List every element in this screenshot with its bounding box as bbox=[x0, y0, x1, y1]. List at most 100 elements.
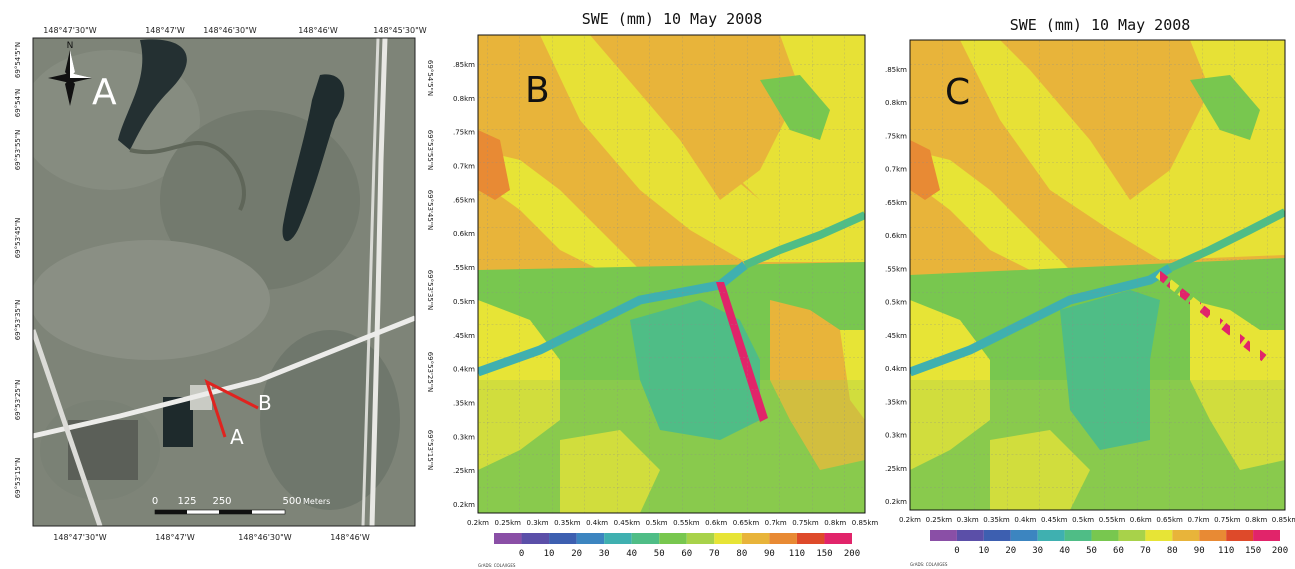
x-tick: 0.25km bbox=[495, 519, 522, 527]
colorbar-swatch bbox=[1065, 530, 1092, 541]
lat-tick-left: 69°53'15"N bbox=[14, 458, 22, 499]
panel-a-label: A bbox=[92, 72, 117, 113]
colorbar-label: 0 bbox=[519, 549, 524, 559]
colorbar-swatch bbox=[1253, 530, 1280, 541]
colorbar-swatch bbox=[549, 533, 577, 544]
x-tick: 0.4km bbox=[586, 519, 608, 527]
colorbar-label: 20 bbox=[1005, 546, 1016, 556]
y-tick: .35km bbox=[453, 399, 475, 407]
x-ticks-c: 0.2km 0.25km 0.3km 0.35km 0.4km 0.45km 0.5km 0.… bbox=[899, 516, 1295, 524]
credit-c: GrADS: COLA/IGES bbox=[910, 562, 948, 567]
x-tick: 0.4km bbox=[1014, 516, 1036, 524]
colorbar-swatch bbox=[1226, 530, 1253, 541]
x-tick: 0.6km bbox=[1130, 516, 1152, 524]
panel-b-label: B bbox=[525, 70, 550, 111]
y-tick: .25km bbox=[453, 467, 475, 475]
scale-unit: Meters bbox=[303, 497, 330, 506]
scale-tick: 0 bbox=[152, 496, 158, 507]
x-tick: 0.45km bbox=[1041, 516, 1068, 524]
lat-tick-right: 69°53'45"N bbox=[426, 190, 434, 231]
y-tick: 0.2km bbox=[885, 498, 907, 506]
lat-tick-left: 69°53'55"N bbox=[14, 130, 22, 171]
colorbar-swatch bbox=[577, 533, 605, 544]
y-tick: 0.2km bbox=[453, 501, 475, 509]
colorbar-label: 40 bbox=[626, 549, 637, 559]
colorbar-swatch bbox=[1118, 530, 1145, 541]
credit-b: GrADS: COLA/IGES bbox=[478, 563, 516, 568]
y-tick: 0.8km bbox=[885, 99, 907, 107]
colorbar-c bbox=[930, 530, 1280, 541]
lat-tick-right: 69°53'55"N bbox=[426, 130, 434, 171]
x-tick: 0.7km bbox=[765, 519, 787, 527]
colorbar-label: 10 bbox=[978, 546, 989, 556]
colorbar-swatch bbox=[1145, 530, 1172, 541]
colorbar-swatch bbox=[1199, 530, 1226, 541]
colorbar-label: 90 bbox=[1194, 546, 1205, 556]
colorbar-label: 70 bbox=[1140, 546, 1151, 556]
colorbar-swatch bbox=[984, 530, 1011, 541]
colorbar-label: 50 bbox=[654, 549, 665, 559]
y-tick: .85km bbox=[453, 61, 475, 69]
y-tick: 0.6km bbox=[453, 230, 475, 238]
colorbar-swatch bbox=[1092, 530, 1119, 541]
y-tick: .45km bbox=[453, 332, 475, 340]
scale-tick: 250 bbox=[212, 496, 231, 507]
colorbar-swatch bbox=[769, 533, 797, 544]
x-tick: 0.8km bbox=[824, 519, 846, 527]
colorbar-label: 60 bbox=[1113, 546, 1124, 556]
x-tick: 0.55km bbox=[1099, 516, 1126, 524]
transect-start-label: A bbox=[230, 425, 244, 449]
x-tick: 0.8km bbox=[1245, 516, 1267, 524]
lat-tick-right: 69°54'5"N bbox=[426, 60, 434, 96]
colorbar-label: 0 bbox=[954, 546, 959, 556]
colorbar-label: 200 bbox=[1272, 546, 1288, 556]
lon-tick-top: 148°46'W bbox=[298, 26, 338, 35]
x-tick: 0.35km bbox=[554, 519, 581, 527]
colorbar-label: 150 bbox=[816, 549, 832, 559]
colorbar-swatch bbox=[687, 533, 715, 544]
colorbar-swatch bbox=[742, 533, 770, 544]
panel-b: SWE (mm) 10 May 2008 B 0.2km 0.25km 0.3km 0… bbox=[453, 10, 878, 568]
satellite-image bbox=[20, 38, 415, 526]
colorbar-label: 30 bbox=[599, 549, 610, 559]
x-tick: 0.3km bbox=[527, 519, 549, 527]
north-label: N bbox=[67, 41, 74, 51]
y-ticks-c: .85km0.8km.75km0.7km.65km0.6km.55km0.5km… bbox=[885, 66, 907, 506]
x-tick: 0.2km bbox=[899, 516, 921, 524]
x-tick: 0.65km bbox=[1156, 516, 1183, 524]
lat-tick-left: 69°53'25"N bbox=[14, 380, 22, 421]
y-tick: .45km bbox=[885, 332, 907, 340]
lon-tick-top: 148°47'W bbox=[145, 26, 185, 35]
lat-tick-right: 69°53'25"N bbox=[426, 352, 434, 393]
colorbar-label: 30 bbox=[1032, 546, 1043, 556]
y-tick: 0.3km bbox=[453, 433, 475, 441]
colorbar-swatch bbox=[930, 530, 957, 541]
lon-ticks-bottom: 148°47'30"W 148°47'W 148°46'30"W 148°46'W bbox=[53, 533, 370, 542]
colorbar-label: 10 bbox=[544, 549, 555, 559]
panel-a: N A A B 0 125 250 500 Meters 148°47'30"W… bbox=[14, 26, 434, 542]
colorbar-swatch bbox=[1011, 530, 1038, 541]
lon-ticks-top: 148°47'30"W 148°47'W 148°46'30"W 148°46'W 14… bbox=[43, 26, 427, 35]
scale-bar bbox=[155, 510, 285, 514]
lat-tick-left: 69°54'5"N bbox=[14, 42, 22, 78]
y-tick: .65km bbox=[885, 199, 907, 207]
y-tick: .25km bbox=[885, 465, 907, 473]
colorbar-swatch bbox=[494, 533, 522, 544]
colorbar-swatch bbox=[632, 533, 660, 544]
colorbar-labels-c: 0 10 20 30 40 50 60 70 80 90 110 150 200 bbox=[954, 546, 1288, 556]
x-tick: 0.85km bbox=[1272, 516, 1295, 524]
colorbar-swatch bbox=[659, 533, 687, 544]
x-tick: 0.75km bbox=[792, 519, 819, 527]
x-tick: 0.55km bbox=[673, 519, 700, 527]
colorbar-swatch bbox=[604, 533, 632, 544]
lat-tick-left: 69°53'45"N bbox=[14, 218, 22, 259]
x-tick: 0.5km bbox=[646, 519, 668, 527]
lon-tick-bottom: 148°47'W bbox=[155, 533, 195, 542]
y-tick: .75km bbox=[885, 132, 907, 140]
x-ticks-b: 0.2km 0.25km 0.3km 0.35km 0.4km 0.45km 0.5km 0.… bbox=[467, 519, 878, 527]
colorbar-label: 70 bbox=[709, 549, 720, 559]
x-tick: 0.5km bbox=[1072, 516, 1094, 524]
colorbar-label: 20 bbox=[571, 549, 582, 559]
colorbar-label: 40 bbox=[1059, 546, 1070, 556]
colorbar-swatch bbox=[1038, 530, 1065, 541]
